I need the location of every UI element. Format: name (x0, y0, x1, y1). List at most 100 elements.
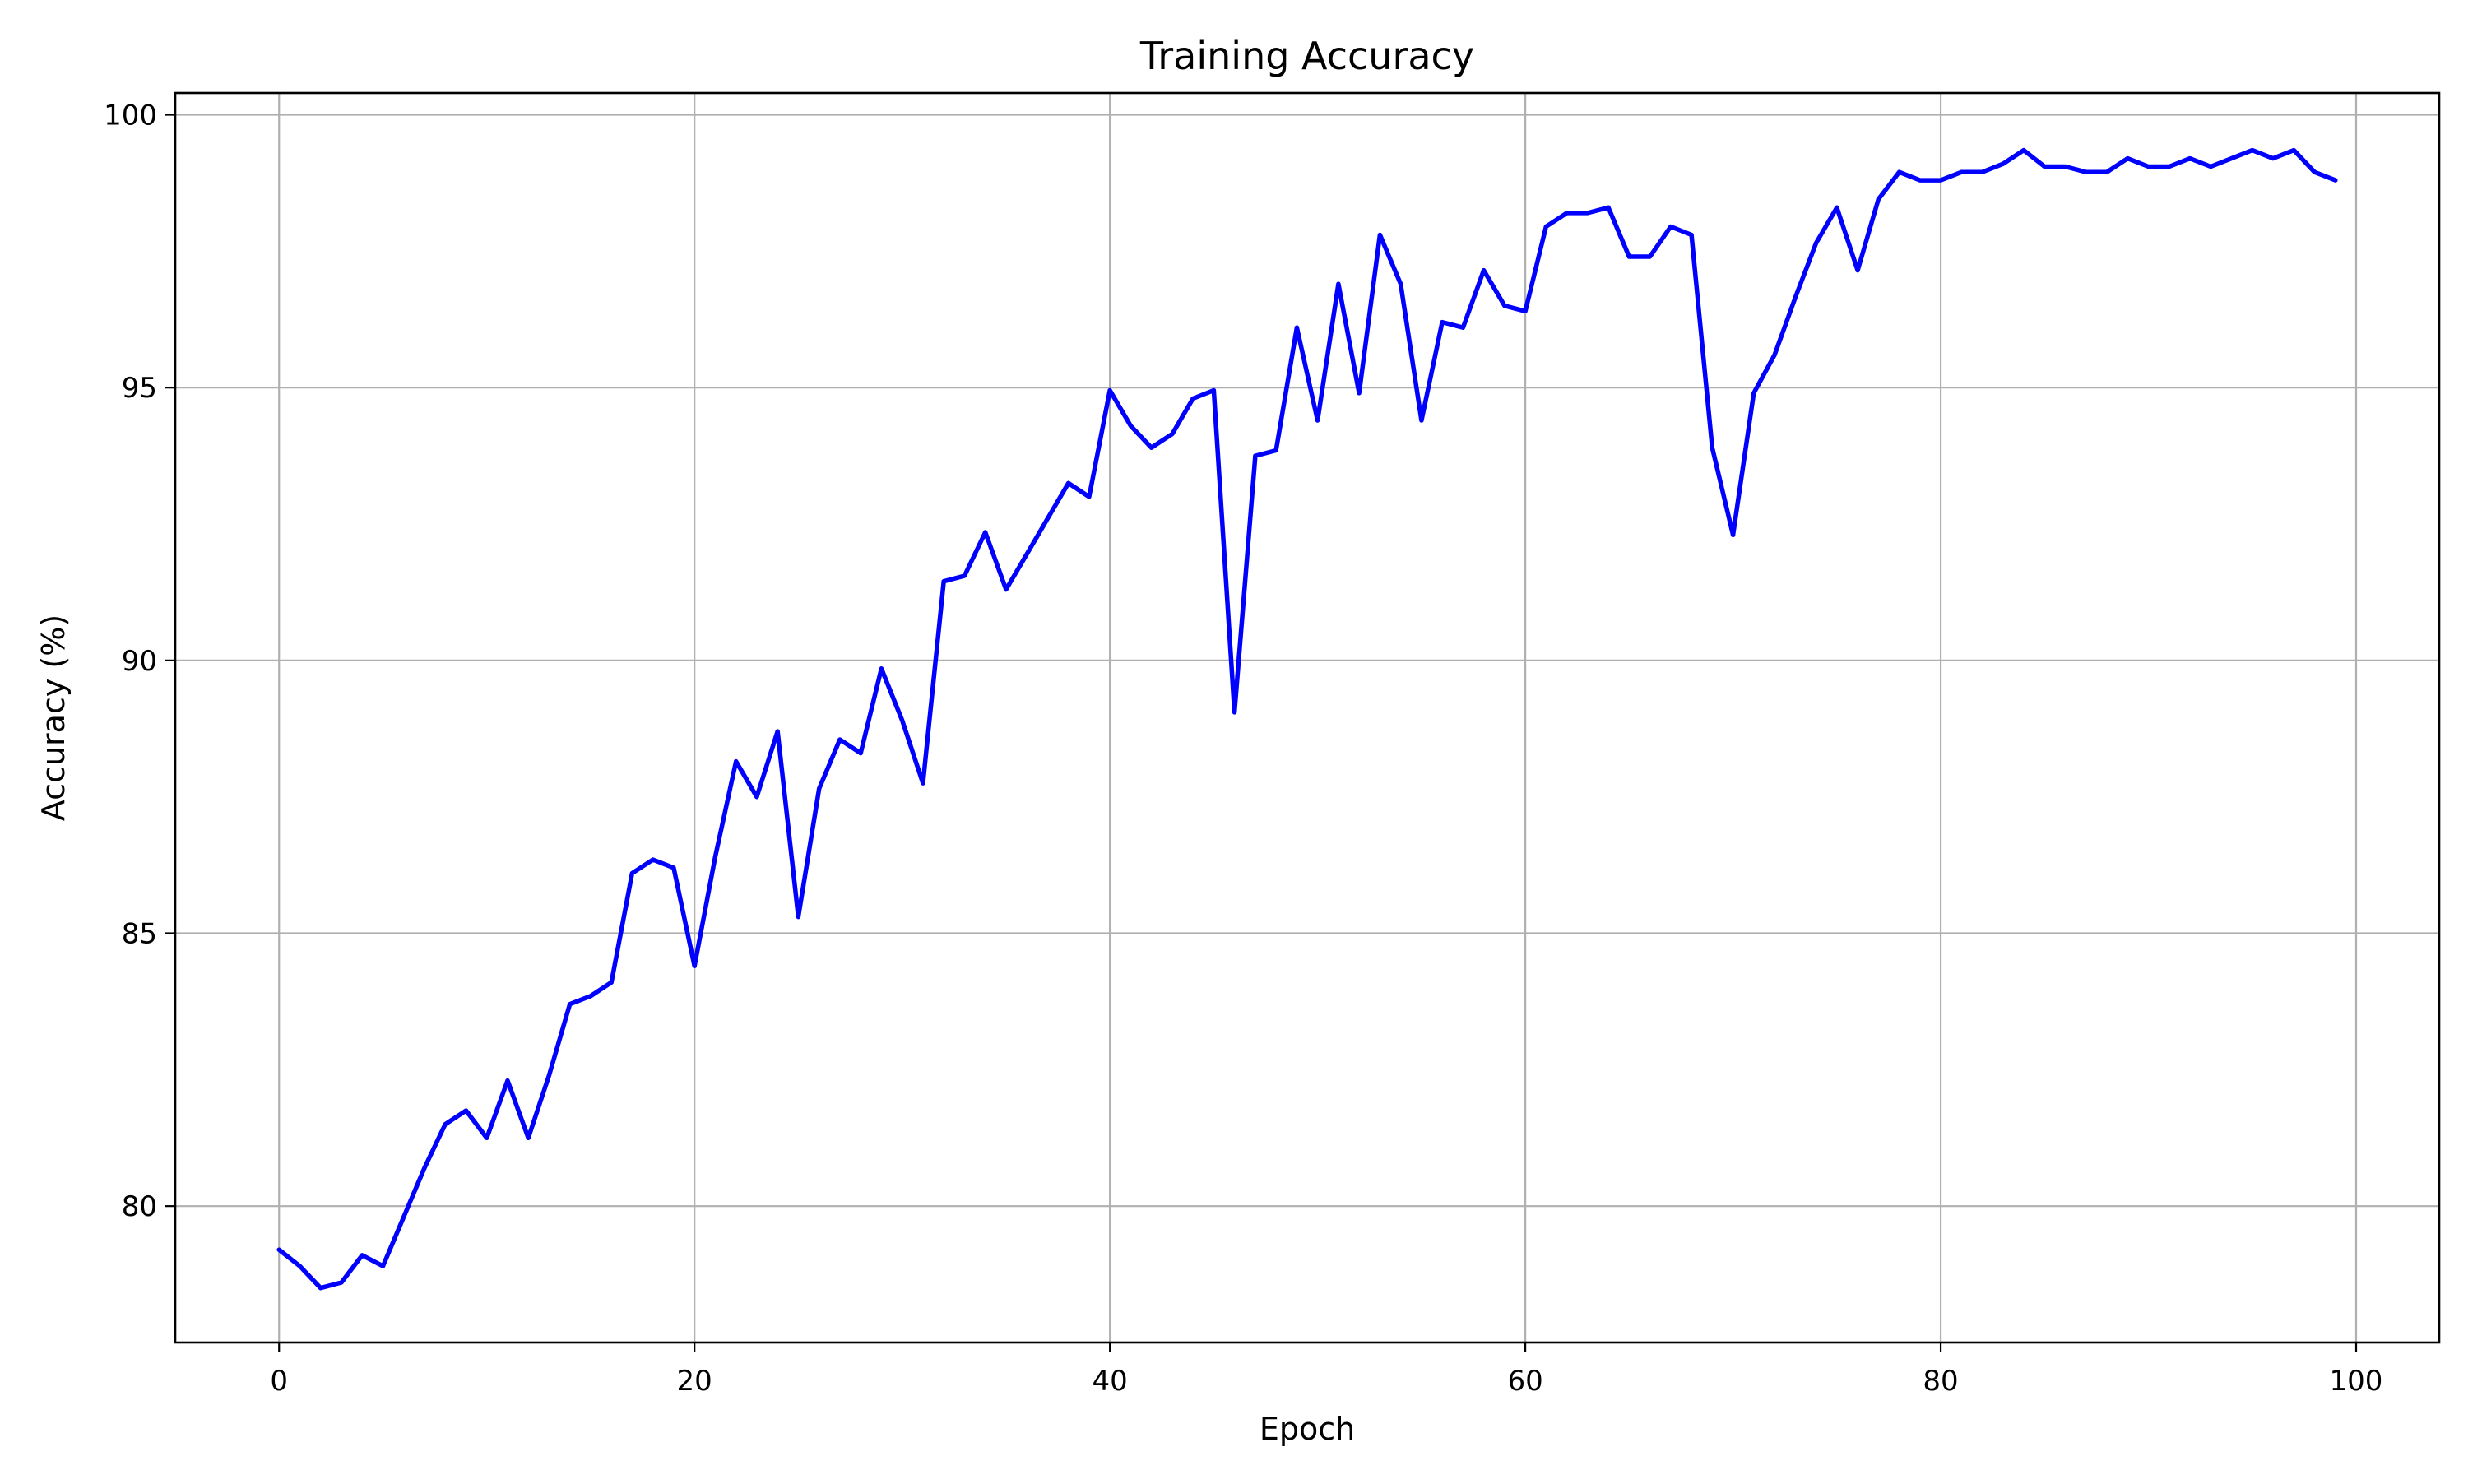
data-point (276, 1247, 281, 1252)
data-point (1440, 320, 1445, 325)
data-point (1377, 233, 1382, 237)
y-tick-label: 85 (122, 918, 157, 951)
x-tick-label: 100 (2330, 1365, 2383, 1398)
data-point (2187, 156, 2192, 161)
data-point (1399, 281, 1403, 286)
data-point (547, 1073, 551, 1078)
data-point (1190, 397, 1195, 401)
data-point (1211, 388, 1216, 392)
data-point (1565, 211, 1570, 216)
data-point (1128, 424, 1133, 429)
data-point (1294, 325, 1299, 330)
data-point (2271, 156, 2275, 161)
data-point (1668, 225, 1673, 229)
data-point (2021, 148, 2026, 153)
y-tick-label: 100 (104, 100, 157, 132)
data-point (505, 1078, 510, 1083)
chart-title: Training Accuracy (1139, 34, 1474, 78)
data-point (568, 1002, 573, 1007)
data-point (671, 865, 676, 870)
data-point (318, 1286, 323, 1291)
data-point (2001, 161, 2006, 166)
data-point (921, 781, 926, 786)
data-point (1460, 325, 1465, 330)
data-point (1523, 308, 1528, 313)
data-point (1793, 295, 1798, 300)
data-point (1066, 480, 1071, 485)
data-point (1606, 205, 1611, 210)
data-point (1876, 197, 1881, 202)
data-point (1004, 587, 1009, 592)
data-point (858, 751, 863, 756)
data-point (464, 1108, 468, 1113)
data-point (2208, 165, 2213, 169)
data-point (962, 573, 967, 578)
data-point (629, 871, 634, 875)
data-point (609, 980, 614, 985)
data-point (401, 1214, 406, 1219)
data-point (1502, 304, 1507, 308)
data-point (1357, 391, 1362, 396)
data-point (1419, 418, 1424, 423)
data-point (2042, 165, 2047, 169)
data-point (1855, 268, 1860, 273)
x-tick-label: 40 (1093, 1365, 1128, 1398)
data-point (692, 963, 697, 968)
data-point (2063, 165, 2067, 169)
data-point (712, 855, 717, 860)
data-point (1107, 388, 1112, 392)
data-point (734, 759, 739, 764)
data-point (941, 579, 946, 584)
axis-ticks: 0 20 40 60 80 100 80 85 90 95 100 (104, 100, 2382, 1398)
data-point (339, 1280, 344, 1285)
data-point (1626, 254, 1631, 259)
data-point (837, 737, 842, 742)
data-point (526, 1135, 531, 1140)
data-point (2125, 156, 2130, 161)
data-point (1273, 448, 1278, 452)
x-tick-label: 20 (677, 1365, 712, 1398)
data-point (1482, 268, 1487, 273)
data-point (796, 915, 800, 920)
data-point (2229, 156, 2234, 161)
grid-lines (175, 93, 2439, 1343)
data-point (1336, 281, 1341, 286)
data-point (443, 1122, 448, 1127)
data-point (2333, 178, 2338, 183)
data-point (2146, 165, 2150, 169)
x-axis-label: Epoch (1260, 1411, 1355, 1447)
data-point (1648, 254, 1653, 259)
data-point (879, 666, 884, 671)
y-tick-label: 90 (122, 645, 157, 678)
data-point (2250, 148, 2255, 153)
data-point (1024, 552, 1029, 556)
data-point (1689, 233, 1694, 237)
data-point (1835, 205, 1839, 210)
y-tick-label: 95 (122, 372, 157, 405)
data-point (1751, 391, 1756, 396)
data-series (276, 147, 2338, 1291)
data-point (1731, 532, 1736, 537)
data-point (900, 718, 905, 723)
data-point (2104, 169, 2109, 174)
data-point (1087, 494, 1092, 499)
data-point (1897, 169, 1902, 174)
data-point (298, 1264, 302, 1268)
data-point (1959, 169, 1964, 174)
accuracy-line (276, 147, 2338, 1291)
data-point (1045, 516, 1050, 521)
data-point (1814, 240, 1819, 245)
data-point (775, 729, 780, 734)
data-point (1918, 178, 1923, 183)
data-point (1980, 169, 1985, 174)
x-tick-label: 0 (270, 1365, 288, 1398)
plot-frame (174, 91, 2441, 1344)
data-point (1585, 211, 1590, 216)
data-point (817, 786, 822, 791)
data-point (1253, 453, 1258, 458)
data-point (485, 1135, 489, 1140)
data-point (1938, 178, 1943, 183)
data-point (754, 795, 759, 800)
